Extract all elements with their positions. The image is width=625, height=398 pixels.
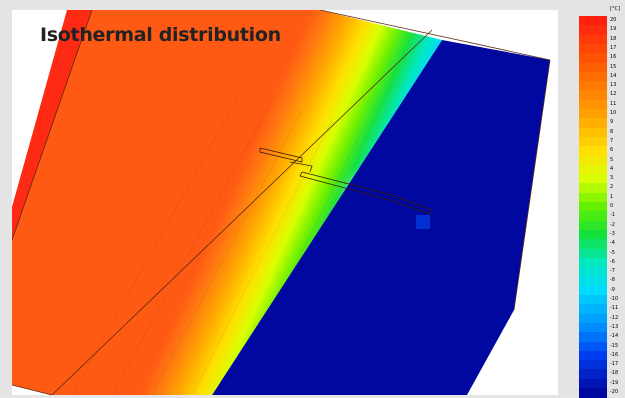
- legend-value-label: 5: [610, 156, 614, 163]
- legend-swatch: [579, 183, 607, 194]
- legend-value-label: 12: [610, 91, 617, 98]
- legend-value-label: 9: [610, 119, 614, 126]
- legend-value-label: 20: [610, 17, 617, 23]
- legend-swatch: [579, 248, 607, 259]
- legend-swatch: [579, 378, 607, 389]
- legend-value-label: 8: [610, 128, 614, 135]
- legend-swatch: [579, 369, 607, 380]
- legend-swatch: [579, 239, 607, 249]
- legend-value-label: -7: [610, 268, 615, 275]
- legend-swatch: [579, 229, 607, 240]
- legend-value-label: 4: [610, 165, 614, 172]
- legend-value-label: 14: [610, 72, 617, 79]
- legend-value-label: -10: [610, 296, 619, 302]
- legend-swatch: [579, 332, 607, 342]
- legend-swatch: [579, 202, 607, 212]
- legend-value-label: -19: [610, 379, 619, 386]
- legend-swatch: [579, 99, 607, 110]
- legend-swatch: [579, 16, 607, 26]
- legend-swatch: [579, 62, 607, 73]
- legend-value-label: 16: [610, 54, 617, 61]
- legend-value-label: -18: [610, 370, 619, 377]
- legend-swatch: [579, 341, 607, 352]
- legend-value-label: -17: [610, 361, 619, 368]
- legend-swatch: [579, 109, 607, 119]
- legend-value-label: -20: [610, 389, 619, 395]
- legend-swatch: [579, 267, 607, 277]
- legend-swatch: [579, 350, 607, 361]
- legend-swatch: [579, 34, 607, 45]
- legend-value-label: 17: [610, 44, 617, 51]
- legend-value-label: -14: [610, 333, 619, 340]
- legend-swatch: [579, 90, 607, 101]
- thermal-model-render: [12, 10, 551, 395]
- legend-swatch: [579, 211, 607, 222]
- legend-swatch: [579, 136, 607, 147]
- legend-value-label: 11: [610, 100, 617, 107]
- legend-swatch: [579, 25, 607, 36]
- legend-swatch: [579, 71, 607, 82]
- legend-swatch: [579, 304, 607, 315]
- legend-value-label: -5: [610, 249, 615, 256]
- bracket-detail: [259, 147, 433, 215]
- legend-value-label: -4: [610, 240, 615, 247]
- legend-swatch: [579, 360, 607, 370]
- legend-swatch: [579, 53, 607, 63]
- legend-swatch: [579, 313, 607, 324]
- legend-swatch: [579, 295, 607, 305]
- legend-swatch: [579, 220, 607, 231]
- legend-swatch: [579, 81, 607, 91]
- legend-swatch: [579, 174, 607, 184]
- legend-value-label: -3: [610, 230, 615, 237]
- legend-swatch: [579, 276, 607, 287]
- legend-value-label: -6: [610, 258, 615, 265]
- legend-value-label: 6: [610, 147, 614, 154]
- legend-value-label: 19: [610, 26, 617, 33]
- legend-swatch: [579, 155, 607, 166]
- legend-swatch: [579, 118, 607, 129]
- legend-value-label: -11: [610, 305, 619, 312]
- legend-value-label: 15: [610, 63, 617, 70]
- legend-value-label: -9: [610, 286, 615, 293]
- legend-value-label: 0: [610, 203, 614, 209]
- legend-swatch: [579, 285, 607, 296]
- model-outline: [12, 10, 551, 395]
- legend-value-label: 10: [610, 110, 617, 116]
- legend-swatch: [579, 257, 607, 268]
- legend-value-label: -12: [610, 314, 619, 321]
- legend-value-label: -1: [610, 212, 615, 219]
- legend-value-label: 13: [610, 82, 617, 89]
- legend-value-label: 1: [610, 193, 614, 200]
- legend-swatch: [579, 127, 607, 138]
- thermal-3d-view[interactable]: Isothermal distribution: [12, 10, 558, 395]
- legend-swatch: [579, 192, 607, 203]
- legend-swatch: [579, 43, 607, 54]
- legend-swatch: [579, 322, 607, 333]
- legend-value-label: 18: [610, 35, 617, 42]
- legend-swatch: [579, 388, 607, 398]
- legend-unit-label: [°C]: [610, 6, 620, 12]
- view-title: Isothermal distribution: [40, 24, 281, 46]
- cold-side-face: [212, 40, 550, 395]
- legend-value-label: 2: [610, 184, 614, 191]
- legend-value-label: -15: [610, 342, 619, 349]
- legend-swatch: [579, 146, 607, 156]
- legend-swatch: [579, 164, 607, 175]
- legend-value-label: 3: [610, 175, 614, 182]
- temperature-legend: [°C] 20 19 18 17 16 15 14 13 12 11 10 9 8 7 6 5 4 3 2 1 0 -1-…: [576, 6, 625, 398]
- legend-value-label: 7: [610, 137, 614, 144]
- anchor-detail: [416, 215, 430, 229]
- legend-value-label: -2: [610, 221, 615, 228]
- legend-value-label: -16: [610, 351, 619, 358]
- legend-value-label: -8: [610, 277, 615, 284]
- legend-value-label: -13: [610, 323, 619, 330]
